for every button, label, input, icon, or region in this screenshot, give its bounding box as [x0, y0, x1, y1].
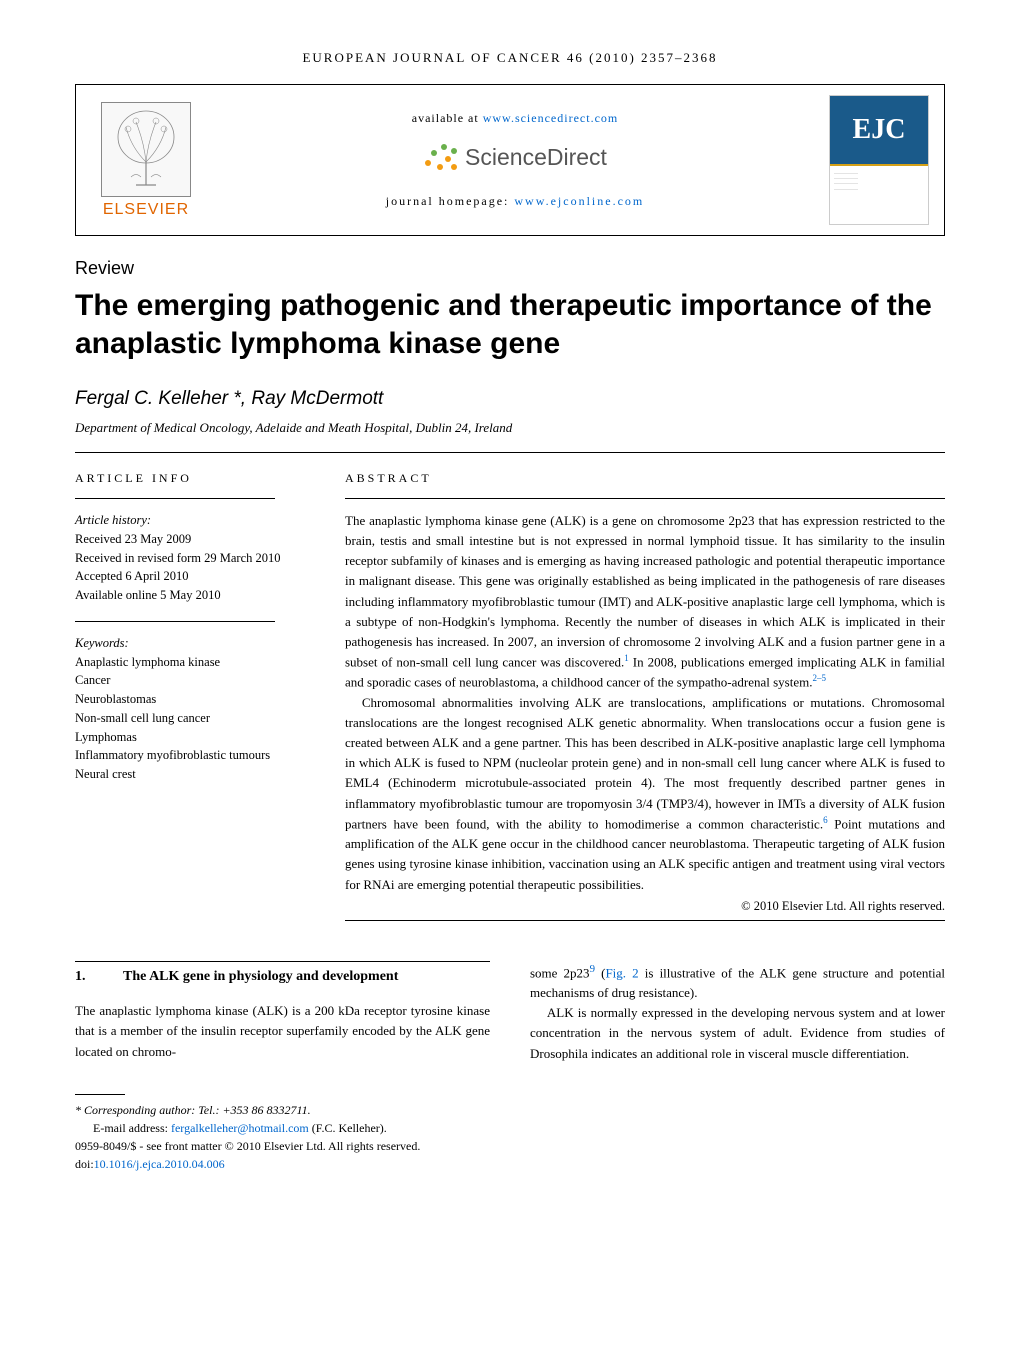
header-box: ELSEVIER available at www.sciencedirect.… — [75, 84, 945, 236]
sciencedirect-icon — [423, 142, 459, 172]
article-info-column: ARTICLE INFO Article history: Received 2… — [75, 471, 305, 933]
header-citation: EUROPEAN JOURNAL OF CANCER 46 (2010) 235… — [75, 50, 945, 66]
authors: Fergal C. Kelleher *, Ray McDermott — [75, 388, 945, 410]
keywords-block: Keywords: Anaplastic lymphoma kinase Can… — [75, 634, 305, 784]
email-suffix: (F.C. Kelleher). — [309, 1121, 387, 1135]
rule — [75, 621, 275, 622]
sciencedirect-logo[interactable]: ScienceDirect — [201, 142, 829, 172]
online-date: Available online 5 May 2010 — [75, 588, 221, 602]
keyword: Lymphomas — [75, 730, 137, 744]
email-line: E-mail address: fergalkelleher@hotmail.c… — [75, 1119, 945, 1137]
keyword: Inflammatory myofibroblastic tumours — [75, 748, 270, 762]
header-center: available at www.sciencedirect.com Scien… — [201, 111, 829, 209]
available-at-prefix: available at — [412, 111, 483, 125]
received-date: Received 23 May 2009 — [75, 532, 191, 546]
journal-homepage: journal homepage: www.ejconline.com — [201, 194, 829, 209]
sciencedirect-text: ScienceDirect — [465, 144, 607, 171]
body-text: some 2p23 — [530, 965, 590, 980]
doi-line: doi:10.1016/j.ejca.2010.04.006 — [75, 1155, 945, 1173]
email-prefix: E-mail address: — [93, 1121, 171, 1135]
doi-link[interactable]: 10.1016/j.ejca.2010.04.006 — [94, 1157, 225, 1171]
homepage-link[interactable]: www.ejconline.com — [514, 194, 644, 208]
body-right-column: some 2p239 (Fig. 2 is illustrative of th… — [530, 961, 945, 1064]
elsevier-logo[interactable]: ELSEVIER — [91, 102, 201, 219]
keyword: Neuroblastomas — [75, 692, 156, 706]
corresponding-text: * Corresponding author: Tel.: +353 86 83… — [75, 1103, 311, 1117]
elsevier-text: ELSEVIER — [91, 201, 201, 219]
footnotes: * Corresponding author: Tel.: +353 86 83… — [75, 1094, 945, 1173]
article-history: Article history: Received 23 May 2009 Re… — [75, 511, 305, 605]
info-abstract-row: ARTICLE INFO Article history: Received 2… — [75, 471, 945, 933]
revised-date: Received in revised form 29 March 2010 — [75, 551, 281, 565]
ref-link[interactable]: 2–5 — [812, 673, 826, 683]
keyword: Cancer — [75, 673, 110, 687]
rule — [75, 498, 275, 499]
history-label: Article history: — [75, 513, 151, 527]
section-title: The ALK gene in physiology and developme… — [123, 969, 398, 984]
figure-link[interactable]: Fig. 2 — [605, 965, 638, 980]
divider — [75, 452, 945, 453]
abstract-para: Chromosomal abnormalities involving ALK … — [345, 695, 945, 831]
rule — [345, 498, 945, 499]
abstract-label: ABSTRACT — [345, 471, 945, 486]
issn-line: 0959-8049/$ - see front matter © 2010 El… — [75, 1137, 945, 1155]
homepage-prefix: journal homepage: — [386, 194, 515, 208]
affiliation: Department of Medical Oncology, Adelaide… — [75, 420, 945, 436]
ejc-cover-toc: ―――――――――――――――――――――――― — [830, 166, 928, 224]
doi-prefix: doi: — [75, 1157, 94, 1171]
rule — [345, 920, 945, 921]
body-text: ( — [595, 965, 605, 980]
section-number: 1. — [75, 966, 123, 988]
accepted-date: Accepted 6 April 2010 — [75, 569, 189, 583]
abstract-text: The anaplastic lymphoma kinase gene (ALK… — [345, 511, 945, 895]
corresponding-author: * Corresponding author: Tel.: +353 86 83… — [75, 1101, 945, 1119]
keywords-label: Keywords: — [75, 636, 129, 650]
abstract-column: ABSTRACT The anaplastic lymphoma kinase … — [345, 471, 945, 933]
body-paragraph: ALK is normally expressed in the develop… — [530, 1003, 945, 1063]
article-type: Review — [75, 258, 945, 279]
footnote-rule — [75, 1094, 125, 1095]
sciencedirect-link[interactable]: www.sciencedirect.com — [483, 111, 619, 125]
keyword: Anaplastic lymphoma kinase — [75, 655, 220, 669]
available-at: available at www.sciencedirect.com — [201, 111, 829, 126]
keyword: Neural crest — [75, 767, 136, 781]
ejc-cover-title: EJC — [830, 96, 928, 166]
email-link[interactable]: fergalkelleher@hotmail.com — [171, 1121, 309, 1135]
abstract-copyright: © 2010 Elsevier Ltd. All rights reserved… — [345, 899, 945, 914]
elsevier-tree-icon — [101, 102, 191, 197]
body-left-column: 1.The ALK gene in physiology and develop… — [75, 961, 490, 1064]
body-paragraph: The anaplastic lymphoma kinase (ALK) is … — [75, 1001, 490, 1061]
keyword: Non-small cell lung cancer — [75, 711, 210, 725]
article-title: The emerging pathogenic and therapeutic … — [75, 287, 945, 362]
abstract-para: The anaplastic lymphoma kinase gene (ALK… — [345, 513, 945, 669]
section-1-heading: 1.The ALK gene in physiology and develop… — [75, 961, 490, 988]
body-two-column: 1.The ALK gene in physiology and develop… — [75, 961, 945, 1064]
article-info-label: ARTICLE INFO — [75, 471, 305, 486]
ejc-journal-cover[interactable]: EJC ―――――――――――――――――――――――― — [829, 95, 929, 225]
